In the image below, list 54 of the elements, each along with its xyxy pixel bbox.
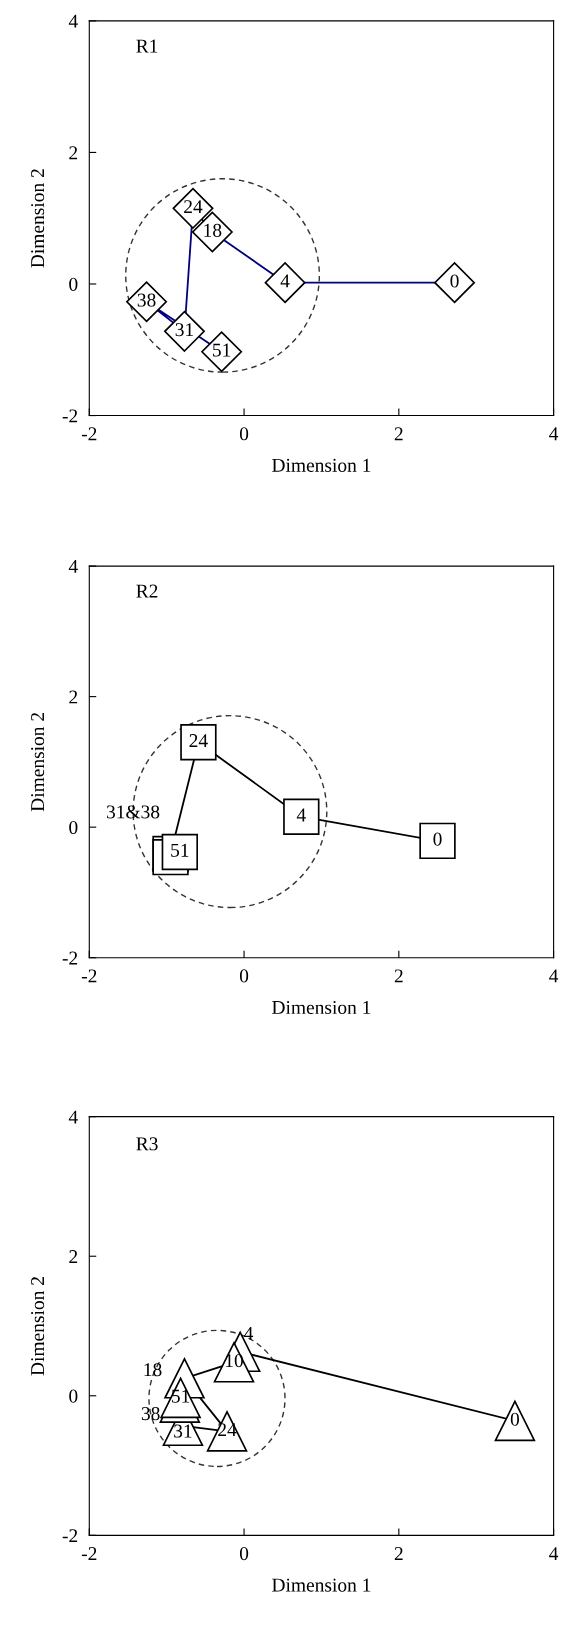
point xyxy=(494,1400,536,1442)
y-tick-label: 4 xyxy=(68,560,78,573)
y-axis-title: Dimension 2 xyxy=(31,1277,45,1376)
y-tick-label: 0 xyxy=(69,820,78,835)
annotation: 31&38 xyxy=(106,805,160,819)
annotation: 38 xyxy=(141,1407,160,1421)
annotation: 4 xyxy=(244,1327,254,1340)
x-tick-label: -2 xyxy=(81,1547,97,1560)
annotation: 0 xyxy=(433,832,442,846)
x-tick-label: 0 xyxy=(239,1547,249,1561)
annotation: 31 xyxy=(175,323,194,337)
x-axis-title: Dimension 1 xyxy=(272,1000,371,1015)
x-tick-label: 4 xyxy=(549,969,559,983)
y-tick-label: 2 xyxy=(69,1250,78,1263)
y-tick-label: 4 xyxy=(68,1110,78,1124)
annotation: 4 xyxy=(280,274,290,288)
y-tick-label: 0 xyxy=(69,1389,78,1403)
annotation: 0 xyxy=(450,274,459,288)
x-tick-label: 2 xyxy=(394,427,403,441)
annotation: 18 xyxy=(204,223,222,237)
y-tick-label: -2 xyxy=(62,1529,78,1543)
annotation: 51 xyxy=(172,1389,190,1403)
y-tick-label: 2 xyxy=(69,690,78,704)
annotation: 18 xyxy=(144,1363,162,1377)
text: R2 xyxy=(136,584,158,598)
annotation: 38 xyxy=(137,293,156,307)
text: R3 xyxy=(136,1137,158,1151)
y-tick-label: 0 xyxy=(69,277,78,291)
annotation: 51 xyxy=(171,843,189,857)
annotation: 0 xyxy=(510,1412,520,1426)
x-tick-label: 4 xyxy=(549,427,559,441)
point xyxy=(419,822,456,860)
x-axis-title: Dimension 1 xyxy=(272,1578,371,1592)
x-axis-title: Dimension 1 xyxy=(272,458,371,472)
annotation: 24 xyxy=(184,200,203,214)
x-tick-label: 4 xyxy=(549,1547,559,1560)
text: R1 xyxy=(136,39,158,53)
y-tick-label: 2 xyxy=(69,146,78,160)
annotation: 24 xyxy=(189,734,208,747)
x-tick-label: 2 xyxy=(394,1547,403,1560)
y-tick-label: -2 xyxy=(62,951,78,965)
x-tick-label: 0 xyxy=(239,427,249,441)
x-tick-label: -2 xyxy=(81,969,97,983)
annotation: 31 xyxy=(174,1424,192,1438)
y-axis-title: Dimension 2 xyxy=(31,169,45,268)
annotation: 51 xyxy=(213,343,231,357)
y-tick-label: -2 xyxy=(62,409,78,423)
x-tick-label: 2 xyxy=(394,969,403,983)
y-axis-title: Dimension 2 xyxy=(31,713,45,812)
point xyxy=(283,798,320,835)
x-tick-label: -2 xyxy=(81,427,97,441)
x-tick-label: 0 xyxy=(239,969,249,983)
annotation: 4 xyxy=(296,808,306,822)
y-tick-label: 4 xyxy=(68,14,78,28)
